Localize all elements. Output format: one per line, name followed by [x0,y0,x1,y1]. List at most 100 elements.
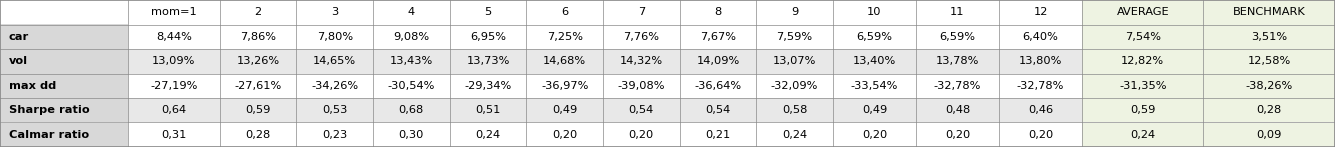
Bar [220,25,296,49]
Text: 14,09%: 14,09% [697,56,740,66]
Bar [603,0,680,25]
Bar [1203,0,1335,25]
Bar [757,74,833,98]
Bar [1083,0,1203,25]
Text: 6,59%: 6,59% [857,32,893,42]
Text: 0,58: 0,58 [782,105,808,115]
Text: 8: 8 [714,7,722,17]
Bar [680,0,757,25]
Bar [833,122,916,147]
Bar [757,49,833,74]
Bar [220,74,296,98]
Text: 0,46: 0,46 [1028,105,1053,115]
Bar [526,122,603,147]
Bar [1083,122,1203,147]
Text: 0,20: 0,20 [945,130,971,140]
Text: 0,64: 0,64 [162,105,187,115]
Text: 13,09%: 13,09% [152,56,195,66]
Bar [0,49,128,74]
Text: -31,35%: -31,35% [1119,81,1167,91]
Bar [1083,98,1203,122]
Bar [603,25,680,49]
Bar [680,122,757,147]
Text: max dd: max dd [9,81,56,91]
Text: 14,32%: 14,32% [619,56,663,66]
Text: mom=1: mom=1 [151,7,196,17]
Bar [296,74,372,98]
Bar [450,49,526,74]
Text: 13,26%: 13,26% [236,56,279,66]
Text: 11: 11 [951,7,965,17]
Bar [220,98,296,122]
Bar [450,122,526,147]
Text: 0,31: 0,31 [162,130,187,140]
Text: 6: 6 [561,7,569,17]
Text: 7,54%: 7,54% [1124,32,1160,42]
Text: 7,59%: 7,59% [777,32,813,42]
Bar [0,25,128,49]
Text: 0,49: 0,49 [862,105,886,115]
Bar [916,25,999,49]
Bar [1083,74,1203,98]
Text: 7,25%: 7,25% [546,32,582,42]
Text: 9,08%: 9,08% [394,32,430,42]
Text: vol: vol [9,56,28,66]
Bar [603,98,680,122]
Bar [526,49,603,74]
Bar [916,49,999,74]
Bar [999,98,1083,122]
Bar [999,49,1083,74]
Bar [296,0,372,25]
Bar [372,122,450,147]
Bar [757,98,833,122]
Text: 3,51%: 3,51% [1251,32,1287,42]
Bar [999,25,1083,49]
Bar [128,49,220,74]
Bar [0,122,128,147]
Bar [603,122,680,147]
Text: -36,64%: -36,64% [694,81,741,91]
Text: 0,20: 0,20 [629,130,654,140]
Text: 13,43%: 13,43% [390,56,433,66]
Bar [916,0,999,25]
Bar [757,122,833,147]
Bar [999,0,1083,25]
Bar [680,25,757,49]
Text: -38,26%: -38,26% [1246,81,1292,91]
Bar [757,25,833,49]
Text: 7,76%: 7,76% [623,32,659,42]
Bar [1203,25,1335,49]
Text: 0,09: 0,09 [1256,130,1282,140]
Bar [526,74,603,98]
Text: 4: 4 [407,7,415,17]
Text: 7,80%: 7,80% [316,32,352,42]
Text: -34,26%: -34,26% [311,81,358,91]
Text: -36,97%: -36,97% [541,81,589,91]
Text: 8,44%: 8,44% [156,32,192,42]
Text: -32,78%: -32,78% [933,81,981,91]
Bar [372,98,450,122]
Text: 7,67%: 7,67% [700,32,736,42]
Text: 0,28: 0,28 [246,130,271,140]
Bar [450,0,526,25]
Bar [296,98,372,122]
Bar [603,49,680,74]
Text: 0,20: 0,20 [862,130,886,140]
Bar [128,74,220,98]
Bar [680,49,757,74]
Bar [833,49,916,74]
Text: 0,59: 0,59 [246,105,271,115]
Bar [999,122,1083,147]
Bar [296,25,372,49]
Text: 6,40%: 6,40% [1023,32,1059,42]
Text: 0,24: 0,24 [782,130,808,140]
Bar [1203,122,1335,147]
Text: 0,59: 0,59 [1129,105,1155,115]
Bar [916,98,999,122]
Text: -27,61%: -27,61% [235,81,282,91]
Text: 0,53: 0,53 [322,105,347,115]
Bar [1083,49,1203,74]
Text: 0,54: 0,54 [705,105,730,115]
Bar [450,74,526,98]
Bar [526,0,603,25]
